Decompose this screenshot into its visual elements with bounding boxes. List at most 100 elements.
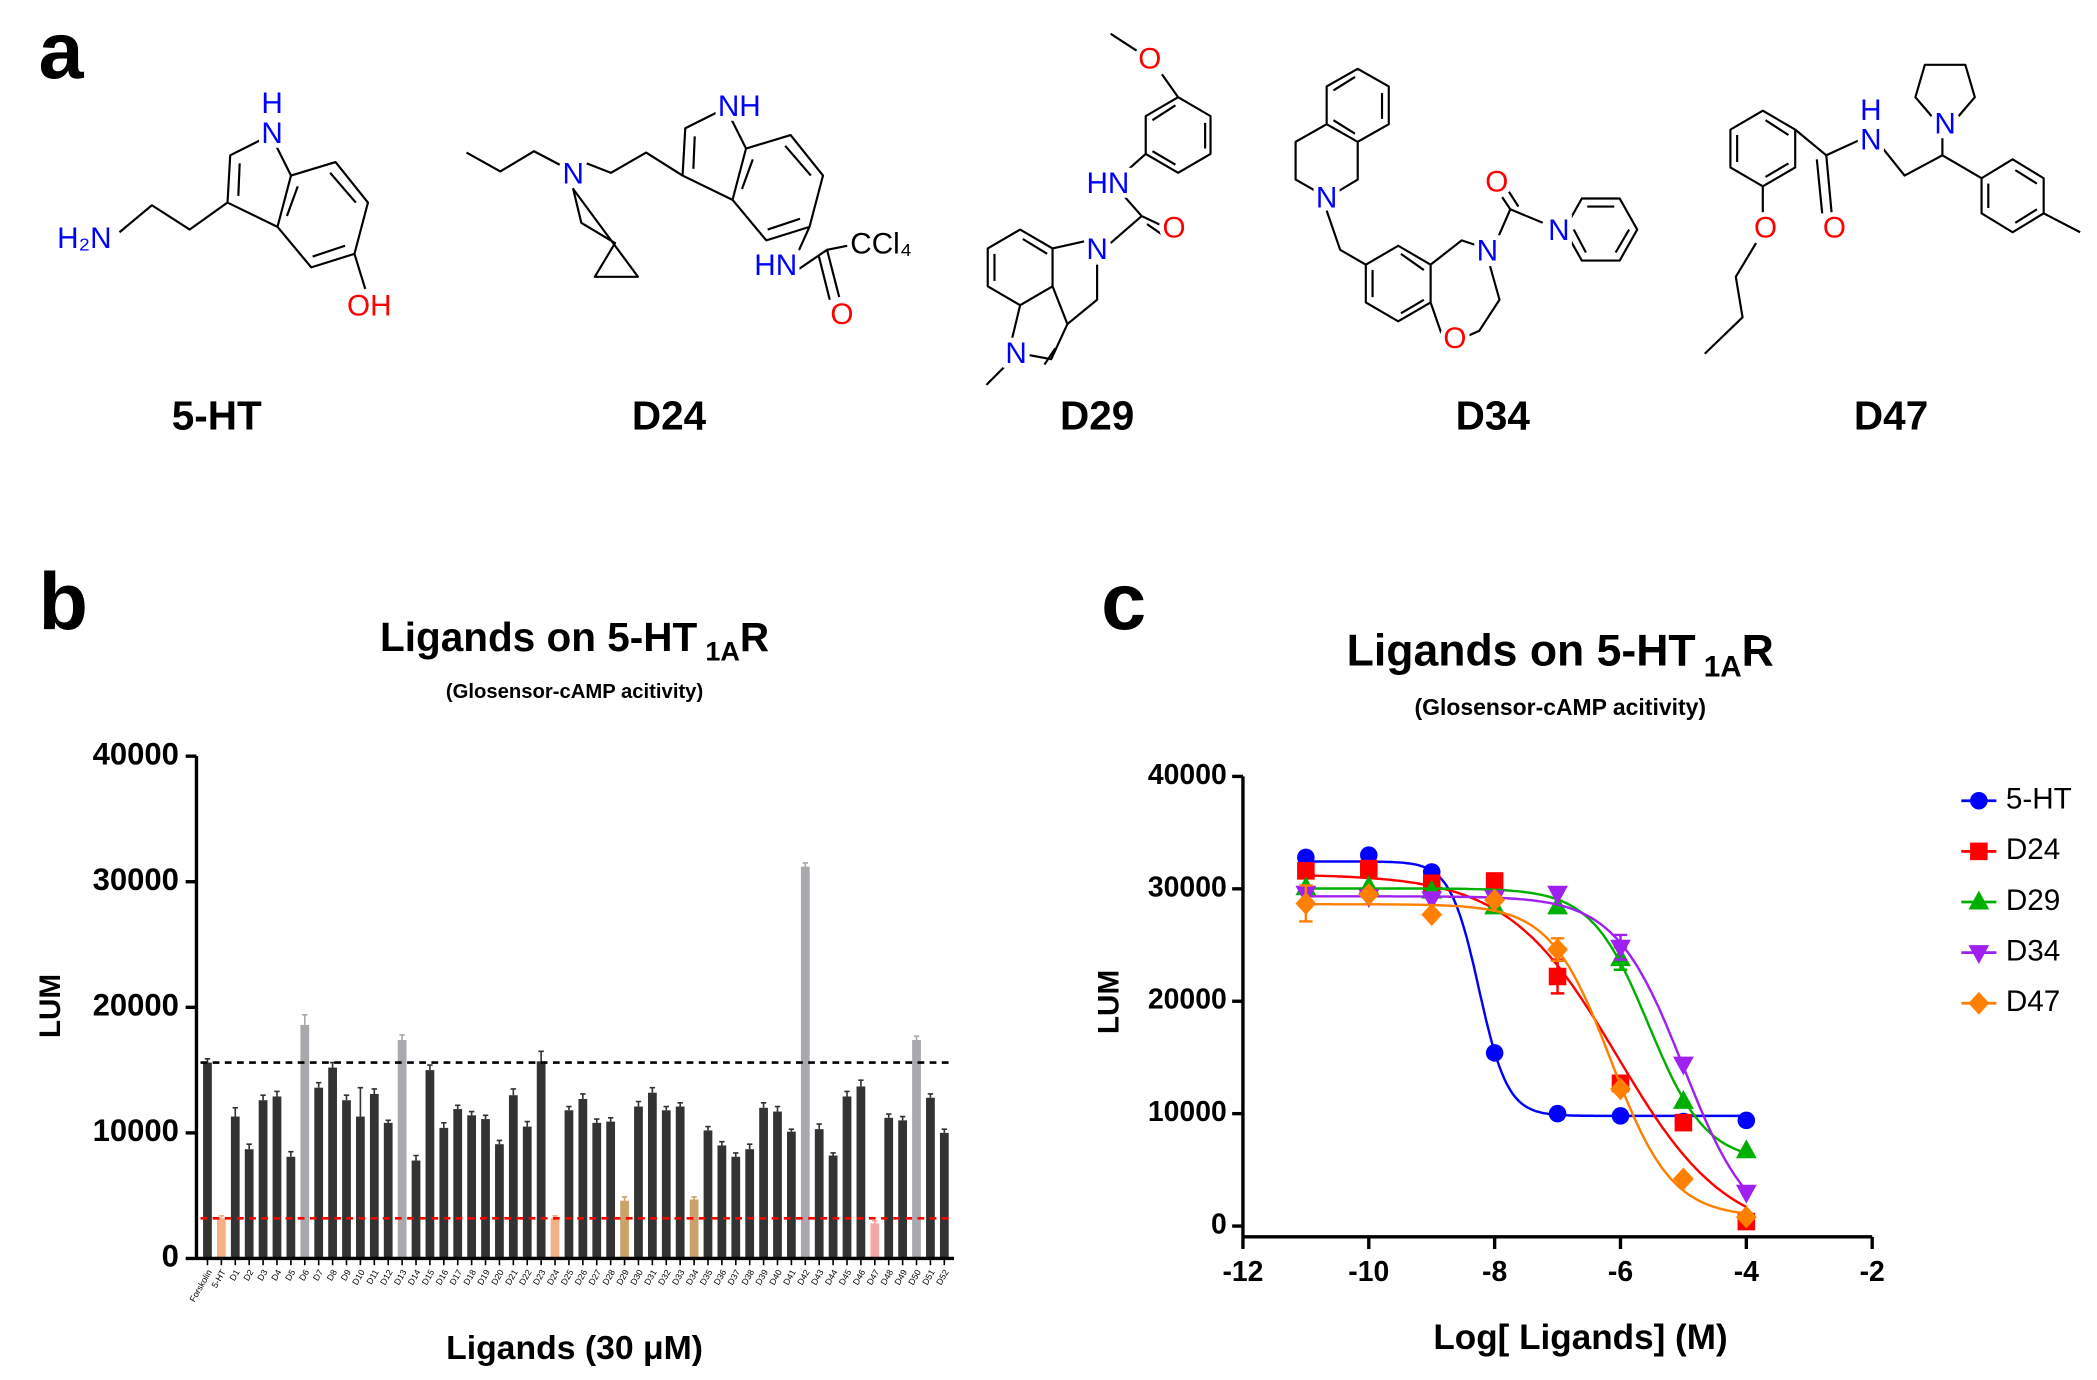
error-bar xyxy=(733,1152,739,1157)
x-tick-label: D29 xyxy=(614,1268,631,1287)
error-bar xyxy=(218,1214,225,1219)
x-tick-label: D14 xyxy=(406,1268,423,1287)
molecule-name: D29 xyxy=(1060,392,1134,438)
x-tick-label: D46 xyxy=(851,1268,868,1287)
error-bar xyxy=(357,1086,364,1117)
bar xyxy=(258,1100,268,1259)
x-tick-label: D12 xyxy=(378,1268,395,1287)
x-tick-label: D19 xyxy=(475,1268,492,1287)
x-tick-label: D24 xyxy=(545,1268,562,1287)
title-text: Ligands on 5-HT xyxy=(1347,626,1696,675)
error-bar xyxy=(858,1079,864,1087)
marker xyxy=(1610,1077,1631,1101)
x-tick-label: D39 xyxy=(753,1268,770,1287)
x-tick-label: D5 xyxy=(283,1268,297,1283)
bar xyxy=(717,1145,727,1259)
bonds xyxy=(465,150,855,301)
x-tick-label: -12 xyxy=(1222,1256,1263,1288)
error-bar xyxy=(260,1094,266,1101)
legend-label: D24 xyxy=(2006,833,2060,866)
error-bar xyxy=(427,1064,433,1071)
error-bar xyxy=(594,1118,600,1123)
x-tick-label: D22 xyxy=(517,1268,534,1287)
marker xyxy=(1611,1107,1630,1125)
bar xyxy=(647,1092,657,1259)
bar xyxy=(731,1156,741,1259)
bar xyxy=(787,1131,796,1259)
marker xyxy=(1421,891,1443,911)
x-tick-label: D36 xyxy=(712,1268,729,1287)
error-bar xyxy=(288,1150,294,1157)
bar xyxy=(536,1061,546,1259)
error-bar xyxy=(580,1093,586,1099)
error-bar xyxy=(371,1088,378,1094)
y-tick-label: 30000 xyxy=(93,862,179,897)
atom-label: O xyxy=(1754,211,1777,244)
error-bar xyxy=(913,1035,920,1040)
error-bar xyxy=(524,1120,530,1127)
chart-title: Ligands on 5-HT 1AR xyxy=(380,614,769,667)
error-bar xyxy=(302,1014,308,1025)
error-bar xyxy=(315,1081,322,1088)
atom-label: O xyxy=(1443,322,1466,355)
marker xyxy=(1673,1089,1694,1109)
atom-label: N xyxy=(1005,337,1026,370)
x-tick-label: 5-HT xyxy=(209,1267,228,1289)
x-tick-label: D1 xyxy=(227,1268,241,1283)
x-tick-label: D10 xyxy=(350,1268,367,1287)
molecule-name: D24 xyxy=(632,392,707,438)
x-axis-label: Log[ Ligands] (M) xyxy=(1433,1318,1727,1357)
legend-label: 5-HT xyxy=(2006,783,2072,816)
bar xyxy=(842,1096,852,1259)
x-tick-label: D16 xyxy=(434,1268,451,1287)
title-suffix: R xyxy=(1742,626,1774,675)
error-bar xyxy=(899,1115,906,1121)
atom-label: H xyxy=(1860,94,1881,127)
x-tick-label: D51 xyxy=(920,1268,937,1287)
bar xyxy=(773,1111,782,1259)
bar xyxy=(634,1106,643,1259)
x-tick-label: -2 xyxy=(1860,1256,1885,1288)
error-bar xyxy=(482,1114,489,1120)
error-bar xyxy=(635,1100,642,1107)
bar xyxy=(328,1067,337,1259)
bar xyxy=(745,1149,755,1259)
x-tick-label: D6 xyxy=(297,1268,311,1283)
atom-label: O xyxy=(1823,211,1846,244)
x-tick-label: D42 xyxy=(795,1268,812,1287)
error-bar xyxy=(413,1154,419,1161)
x-tick-label: -6 xyxy=(1608,1256,1633,1288)
error-bar xyxy=(816,1123,822,1130)
bar xyxy=(800,866,810,1259)
marker xyxy=(1548,967,1567,986)
marker xyxy=(1737,1111,1756,1130)
title-suffix: R xyxy=(740,614,769,660)
x-tick-label: D17 xyxy=(447,1268,464,1287)
error-bar xyxy=(663,1105,669,1111)
marker xyxy=(1421,903,1443,927)
marker xyxy=(1297,862,1315,880)
x-tick-label: D21 xyxy=(503,1268,520,1287)
marker xyxy=(1735,1139,1757,1159)
bar xyxy=(481,1119,490,1259)
atom-label: N xyxy=(562,157,583,190)
legend-marker xyxy=(1968,890,1990,910)
fit-curve xyxy=(1305,887,1747,1155)
atom-label: H₂N xyxy=(57,222,111,255)
title-text: Ligands on 5-HT xyxy=(380,614,697,660)
bar xyxy=(578,1098,588,1259)
molecule-name: D47 xyxy=(1854,392,1928,438)
atom-label: N xyxy=(1477,234,1498,267)
marker xyxy=(1358,883,1380,906)
x-tick-label: D50 xyxy=(906,1268,923,1287)
marker xyxy=(1295,892,1317,915)
x-tick-label: D20 xyxy=(489,1268,506,1287)
error-bar xyxy=(385,1119,391,1123)
atom-label: O xyxy=(830,298,853,331)
error-bar xyxy=(274,1090,280,1097)
legend-marker xyxy=(1968,945,1990,964)
indole-core xyxy=(226,133,370,269)
panel-label: a xyxy=(38,6,84,96)
x-tick-label: -4 xyxy=(1734,1256,1759,1288)
chart-subtitle: (Glosensor-cAMP acitivity) xyxy=(446,681,703,703)
